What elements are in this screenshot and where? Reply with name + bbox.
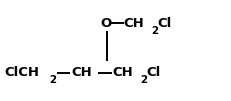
Text: Cl: Cl	[157, 17, 171, 30]
Text: 2: 2	[140, 75, 147, 85]
Text: 2: 2	[151, 26, 158, 36]
Text: 2: 2	[50, 75, 57, 85]
Text: CH: CH	[124, 17, 144, 30]
Text: O: O	[100, 17, 112, 30]
Text: CH: CH	[113, 66, 134, 79]
Text: ClCH: ClCH	[5, 66, 40, 79]
Text: CH: CH	[71, 66, 92, 79]
Text: Cl: Cl	[146, 66, 161, 79]
